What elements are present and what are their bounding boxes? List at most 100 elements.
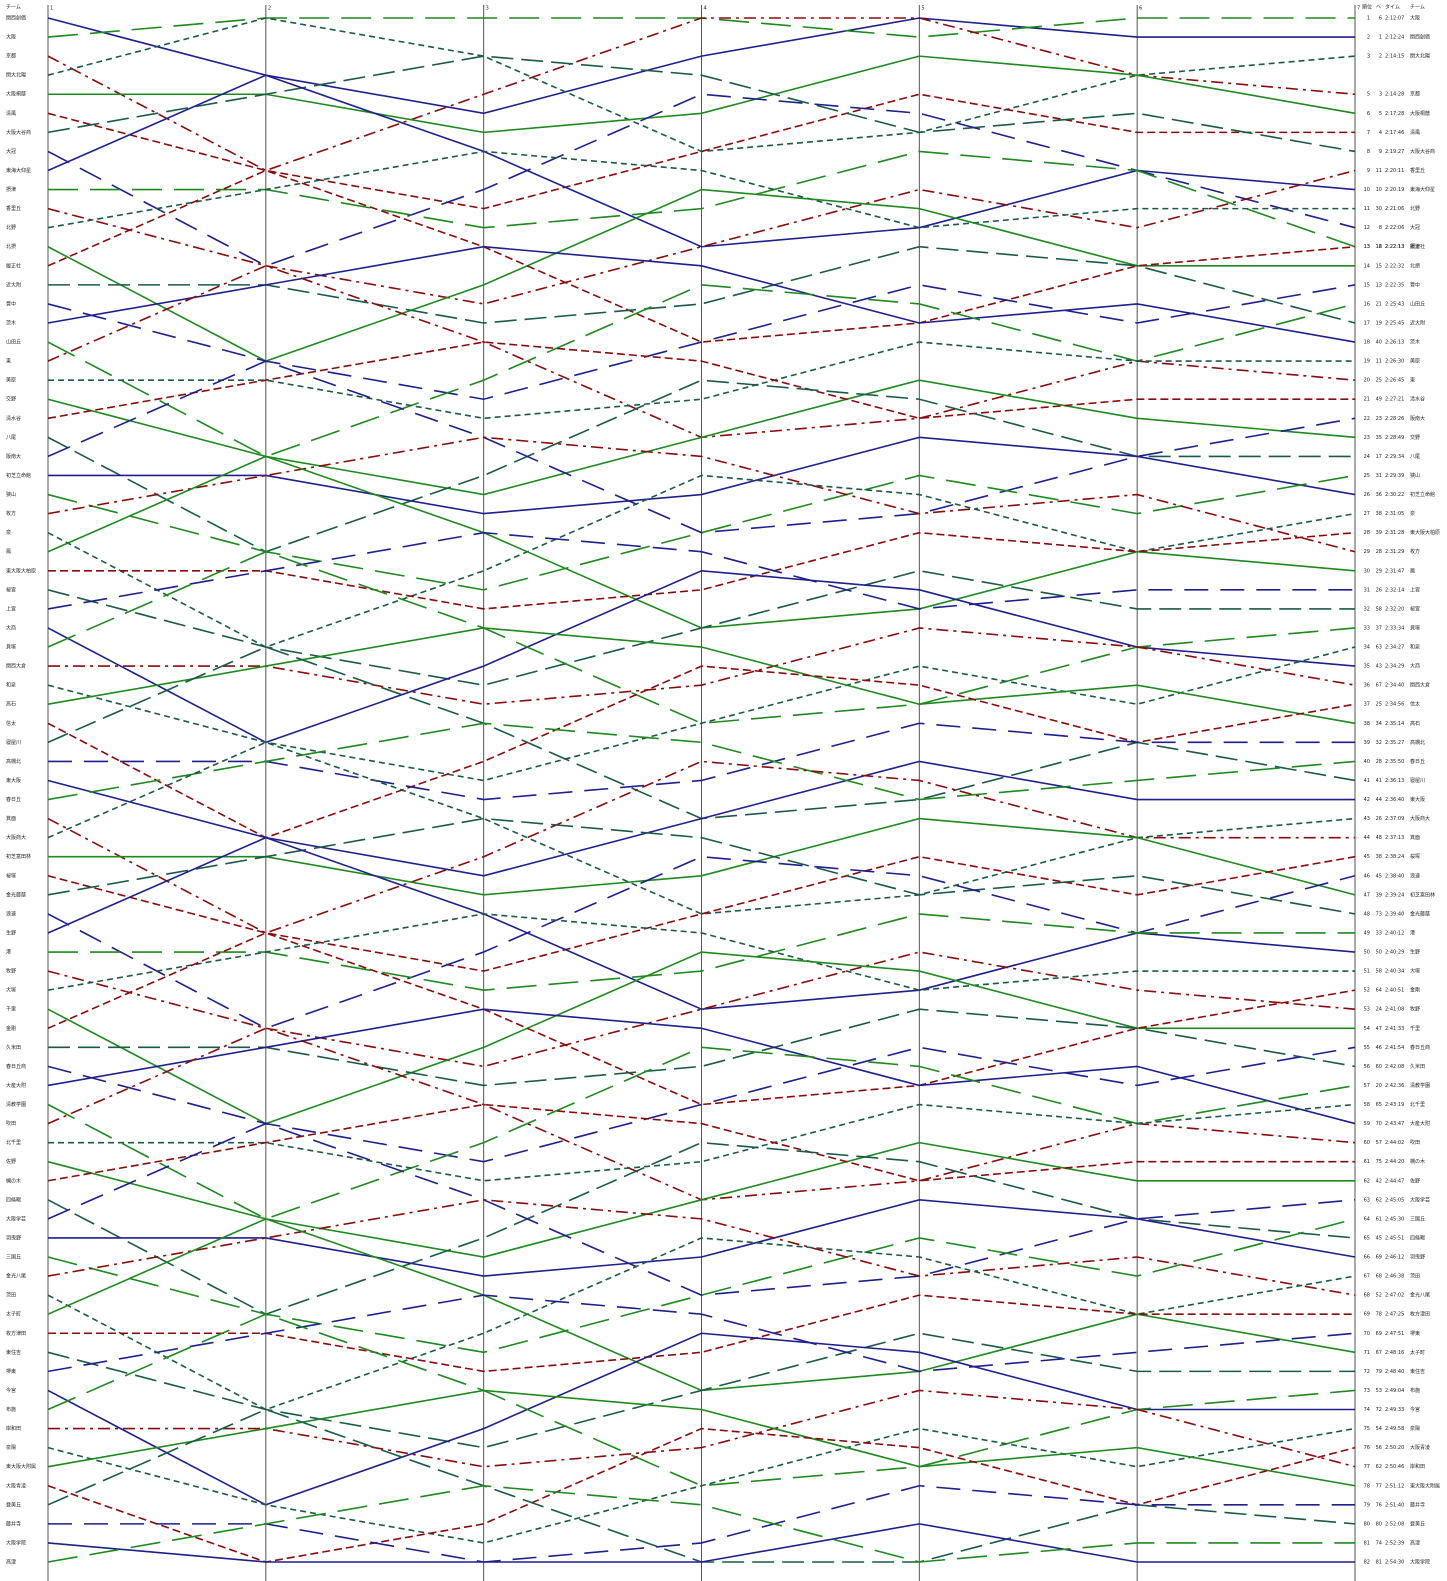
finish-time: 2:49:58 bbox=[1385, 1426, 1404, 1432]
prev-rank: 11 bbox=[1376, 359, 1382, 365]
finish-time: 2:34:56 bbox=[1385, 702, 1404, 708]
finish-time: 2:26:45 bbox=[1385, 378, 1404, 384]
start-team-name: 茨田 bbox=[6, 1292, 16, 1299]
finish-time: 2:39:24 bbox=[1385, 892, 1404, 898]
final-rank: 61 bbox=[1364, 1159, 1370, 1165]
start-team-name: 春日丘商 bbox=[6, 1063, 26, 1070]
start-team-name: 山田丘 bbox=[6, 339, 21, 346]
final-team-name: 初芝富田林 bbox=[1410, 891, 1435, 898]
team-line bbox=[47, 1008, 1356, 1125]
prev-rank: 2 bbox=[1379, 54, 1382, 60]
start-team-name: 大阪青凌 bbox=[6, 1482, 26, 1489]
team-line bbox=[47, 569, 1355, 686]
start-team-name: 浪速 bbox=[6, 910, 16, 917]
start-team-name: 春日丘 bbox=[6, 796, 21, 803]
final-team-name: 泉 bbox=[1410, 510, 1415, 517]
prev-rank: 13 bbox=[1376, 282, 1382, 288]
finish-time: 2:33:34 bbox=[1385, 625, 1404, 631]
finish-time: 2:36:40 bbox=[1385, 797, 1404, 803]
start-team-name: 京都 bbox=[6, 53, 16, 60]
finish-time: 2:45:51 bbox=[1385, 1235, 1404, 1241]
finish-time: 2:27:21 bbox=[1385, 397, 1404, 403]
team-line bbox=[47, 1103, 1355, 1182]
team-line bbox=[47, 722, 1356, 801]
finish-time: 2:31:28 bbox=[1385, 530, 1404, 536]
prev-rank: 37 bbox=[1376, 625, 1382, 631]
finish-time: 2:39:40 bbox=[1385, 911, 1404, 917]
finish-time: 2:49:04 bbox=[1385, 1388, 1404, 1394]
prev-rank: 11 bbox=[1376, 168, 1382, 174]
start-team-name: 布施 bbox=[6, 1406, 16, 1413]
final-rank: 24 bbox=[1364, 454, 1370, 460]
final-team-name: 山田丘 bbox=[1410, 300, 1425, 307]
finish-time: 2:25:45 bbox=[1385, 320, 1404, 326]
prev-rank: 79 bbox=[1376, 1369, 1382, 1375]
start-team-name: 高槻北 bbox=[6, 758, 21, 765]
final-team-name: 東住吉 bbox=[1410, 1368, 1425, 1375]
final-team-name: 大冠 bbox=[1410, 224, 1420, 231]
start-team-name: 大阪桐蔭 bbox=[6, 91, 26, 98]
finish-time: 2:51:12 bbox=[1385, 1483, 1404, 1489]
prev-rank: 68 bbox=[1376, 1274, 1382, 1280]
start-team-name: 和泉 bbox=[6, 682, 16, 689]
prev-rank: 44 bbox=[1376, 797, 1382, 803]
team-line bbox=[47, 150, 1355, 229]
final-team-name: 八尾 bbox=[1410, 454, 1420, 460]
finish-time: 2:50:46 bbox=[1385, 1464, 1404, 1470]
team-line bbox=[47, 93, 1355, 210]
final-team-name: 千里 bbox=[1410, 1025, 1420, 1032]
start-team-name: 清風 bbox=[6, 110, 16, 117]
team-line bbox=[47, 474, 1356, 648]
final-team-name: 北野 bbox=[1410, 205, 1420, 212]
finish-time: 2:41:54 bbox=[1385, 1045, 1404, 1051]
team-line bbox=[47, 646, 1356, 782]
final-team-name: 大産大附 bbox=[1410, 1120, 1430, 1127]
final-team-name: 高津 bbox=[1410, 1539, 1420, 1546]
start-team-name: 東大阪大附属 bbox=[6, 1463, 36, 1470]
finish-time: 2:12:24 bbox=[1385, 35, 1404, 41]
final-team-name: 岸和田 bbox=[1410, 1463, 1425, 1470]
final-rank: 62 bbox=[1364, 1178, 1370, 1184]
prev-rank: 10 bbox=[1376, 187, 1382, 193]
final-team-name: 清風 bbox=[1410, 129, 1420, 136]
final-team-name: 浪速 bbox=[1410, 872, 1420, 879]
start-team-name: 泉陽 bbox=[6, 1444, 16, 1451]
final-team-name: 信太 bbox=[1410, 701, 1420, 708]
final-team-name: 東大阪大附属 bbox=[1410, 1482, 1440, 1489]
start-team-name: 近大附 bbox=[6, 281, 21, 288]
final-rank: 11 bbox=[1364, 206, 1370, 212]
prev-rank: 39 bbox=[1376, 892, 1382, 898]
start-team-name: 千里 bbox=[6, 1006, 16, 1013]
finish-time: 2:54:30 bbox=[1385, 1560, 1404, 1566]
final-rank: 15 bbox=[1364, 282, 1370, 288]
start-team-name: 東 bbox=[6, 358, 11, 365]
final-rank: 58 bbox=[1364, 1102, 1370, 1108]
final-rank: 43 bbox=[1364, 816, 1370, 822]
final-team-name: 大阪桐蔭 bbox=[1410, 110, 1430, 117]
finish-time: 2:21:06 bbox=[1385, 206, 1404, 212]
final-rank: 67 bbox=[1364, 1274, 1370, 1280]
finish-time: 2:14:15 bbox=[1385, 54, 1404, 60]
prev-rank: 39 bbox=[1376, 530, 1382, 536]
team-line bbox=[47, 360, 1356, 534]
finish-time: 2:45:05 bbox=[1385, 1197, 1404, 1203]
final-rank: 31 bbox=[1364, 587, 1370, 593]
finish-time: 2:28:49 bbox=[1385, 435, 1404, 441]
finish-time: 2:20:19 bbox=[1385, 187, 1404, 193]
prev-rank: 61 bbox=[1376, 1216, 1382, 1222]
final-rank: 54 bbox=[1364, 1026, 1370, 1032]
final-rank: 68 bbox=[1364, 1293, 1370, 1299]
finish-time: 2:36:13 bbox=[1385, 778, 1404, 784]
team-line bbox=[47, 913, 1355, 991]
start-team-name: 初芝富田林 bbox=[6, 853, 31, 860]
final-rank: 29 bbox=[1364, 549, 1370, 555]
final-rank: 66 bbox=[1364, 1255, 1370, 1261]
final-rank: 52 bbox=[1364, 988, 1370, 994]
prev-rank: 17 bbox=[1376, 454, 1382, 460]
final-team-name: 春日丘商 bbox=[1410, 1044, 1430, 1051]
prev-rank: 49 bbox=[1376, 397, 1382, 403]
team-line bbox=[47, 855, 1356, 972]
team-line bbox=[48, 1103, 1356, 1182]
start-team-name: 大阪商大 bbox=[6, 834, 26, 841]
